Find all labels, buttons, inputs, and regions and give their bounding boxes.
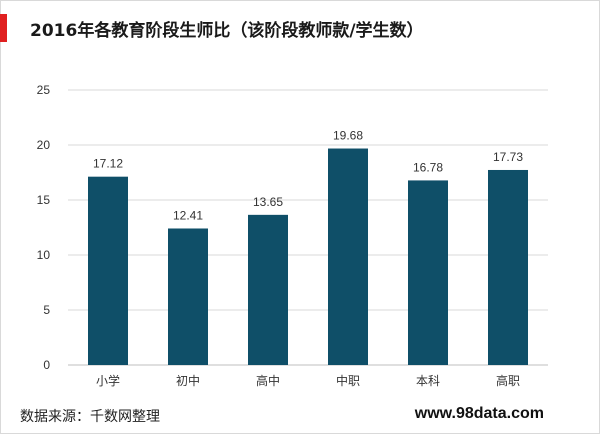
y-tick-label: 10 [37,248,51,262]
y-tick-label: 25 [37,83,51,97]
value-label: 13.65 [253,195,283,209]
y-tick-label: 20 [37,138,51,152]
gridlines [68,89,548,366]
x-axis-categories: 小学 初中 高中 中职 本科 高职 [96,373,520,388]
category-label: 初中 [176,373,200,388]
bar-1 [88,176,128,365]
category-label: 小学 [96,373,120,388]
value-label: 12.41 [173,208,203,222]
data-source-note: 数据来源：千数网整理 [20,409,160,425]
bar-3 [248,214,288,365]
category-label: 高职 [496,373,520,388]
bar-2 [168,228,208,365]
title-accent-bar [0,14,7,42]
y-axis-ticks: 0 5 10 15 20 25 [37,83,51,372]
bars [88,148,528,365]
y-tick-label: 15 [37,193,51,207]
bar-4 [328,148,368,365]
chart-title: 2016年各教育阶段生师比（该阶段教师款/学生数） [30,21,424,41]
website-link[interactable]: www.98data.com [414,405,544,422]
value-label: 17.73 [493,150,523,164]
bar-5 [408,180,448,365]
value-label: 16.78 [413,160,443,174]
category-label: 高中 [256,373,280,388]
category-label: 本科 [416,374,440,388]
value-label: 19.68 [333,129,363,143]
value-label: 17.12 [93,157,123,171]
y-tick-label: 0 [43,358,50,372]
category-label: 中职 [336,373,360,388]
value-labels: 17.12 12.41 13.65 19.68 16.78 17.73 [93,129,523,223]
y-tick-label: 5 [43,303,50,317]
bar-6 [488,169,528,365]
